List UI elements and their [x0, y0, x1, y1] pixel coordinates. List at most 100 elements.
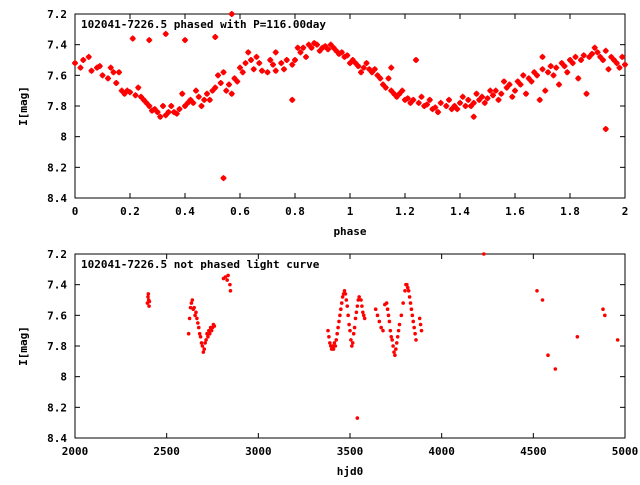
- data-point-marker: [380, 81, 386, 88]
- data-point-marker: [363, 60, 370, 67]
- data-point-marker: [611, 57, 617, 63]
- data-point-marker: [589, 50, 595, 57]
- data-point-marker: [206, 96, 213, 103]
- data-point-marker: [396, 90, 403, 97]
- x-tick-label: 0.4: [175, 205, 195, 218]
- data-point: [198, 335, 203, 339]
- data-point: [615, 338, 620, 342]
- plot-frame: [74, 13, 626, 199]
- data-point: [418, 322, 423, 327]
- data-point-marker: [352, 60, 359, 67]
- data-point: [343, 292, 348, 296]
- data-point: [386, 313, 391, 318]
- data-point-marker: [446, 96, 452, 103]
- data-point-marker: [369, 69, 375, 76]
- data-point: [201, 350, 206, 354]
- data-point-marker: [619, 53, 626, 60]
- data-point: [351, 331, 356, 336]
- data-point: [354, 310, 359, 315]
- chart-title: 102041-7226.5 phased with P=116.00day: [81, 18, 326, 31]
- data-point-marker: [314, 41, 320, 48]
- data-point-marker: [539, 66, 546, 73]
- data-point-marker: [374, 72, 381, 79]
- data-point-marker: [157, 113, 164, 120]
- data-point-marker: [209, 87, 216, 94]
- x-axis-label: hjd0: [337, 465, 364, 478]
- data-point: [225, 278, 229, 282]
- data-point-marker: [242, 60, 249, 67]
- data-point-marker: [110, 69, 117, 76]
- data-point: [410, 313, 415, 318]
- data-point-marker: [404, 95, 411, 102]
- data-point-marker: [476, 96, 483, 103]
- data-point: [397, 322, 402, 327]
- data-point-marker: [245, 49, 252, 56]
- data-point: [228, 289, 233, 293]
- data-point: [349, 338, 353, 342]
- data-point-marker: [140, 96, 147, 103]
- data-point-marker: [366, 66, 373, 73]
- data-point-marker: [292, 57, 298, 63]
- data-point: [146, 292, 151, 296]
- data-point-marker: [448, 106, 455, 113]
- data-point-marker: [256, 60, 263, 67]
- data-point-marker: [487, 87, 494, 94]
- data-point-marker: [553, 64, 560, 71]
- data-point-marker: [173, 110, 180, 117]
- data-point: [362, 316, 367, 321]
- data-point: [373, 307, 378, 312]
- data-point-marker: [85, 53, 92, 60]
- data-point-marker: [509, 93, 516, 100]
- data-point: [328, 341, 332, 345]
- data-point-marker: [597, 53, 604, 60]
- data-point-marker: [322, 43, 329, 50]
- data-point-marker: [561, 63, 568, 70]
- data-point: [190, 298, 195, 302]
- data-point: [546, 353, 550, 358]
- data-point-marker: [187, 96, 194, 103]
- data-point: [419, 328, 424, 333]
- data-point: [384, 301, 389, 305]
- data-point: [540, 298, 545, 302]
- data-point-marker: [198, 103, 205, 109]
- data-point-marker: [349, 57, 356, 63]
- data-point-marker: [344, 52, 351, 59]
- data-point-marker: [470, 99, 477, 106]
- chart-panel-phased: 0 0.2 0.4 0.6 0.8 1 1.2 1.4 1.6 1.8 2 7.2 7.4 7.6 7.8 8…: [17, 8, 628, 238]
- data-point-marker: [259, 67, 265, 74]
- data-point-marker: [586, 53, 593, 60]
- data-point-marker: [168, 103, 175, 109]
- data-point: [361, 313, 366, 318]
- data-point: [355, 416, 360, 420]
- data-point-marker: [305, 41, 312, 48]
- data-point-marker: [184, 99, 191, 106]
- data-point-marker: [558, 60, 565, 67]
- data-point-marker: [371, 66, 378, 73]
- y-tick-label: 7.2: [47, 248, 67, 261]
- data-point-marker: [470, 113, 477, 120]
- data-point-marker: [484, 95, 491, 102]
- data-point: [405, 285, 410, 290]
- data-point: [197, 331, 202, 336]
- data-point: [405, 282, 409, 287]
- data-point-marker: [220, 175, 227, 182]
- data-point-marker: [129, 35, 136, 42]
- x-tick-label: 0.8: [285, 205, 305, 218]
- data-point: [333, 344, 338, 348]
- data-point: [147, 304, 151, 308]
- data-point-marker: [572, 53, 579, 60]
- data-point-marker: [616, 64, 623, 71]
- data-point-marker: [146, 37, 153, 44]
- data-point-marker: [118, 87, 125, 94]
- data-point-marker: [360, 64, 367, 71]
- data-point-marker: [143, 99, 150, 106]
- data-point-marker: [567, 57, 573, 63]
- x-tick-label: 0.6: [230, 205, 250, 218]
- data-point-marker: [105, 75, 111, 82]
- data-point-marker: [283, 57, 290, 63]
- data-series: [72, 11, 628, 182]
- data-point-marker: [575, 75, 582, 82]
- data-point-marker: [88, 67, 95, 74]
- y-tick-label: 7.4: [47, 39, 67, 52]
- data-point-marker: [501, 78, 507, 85]
